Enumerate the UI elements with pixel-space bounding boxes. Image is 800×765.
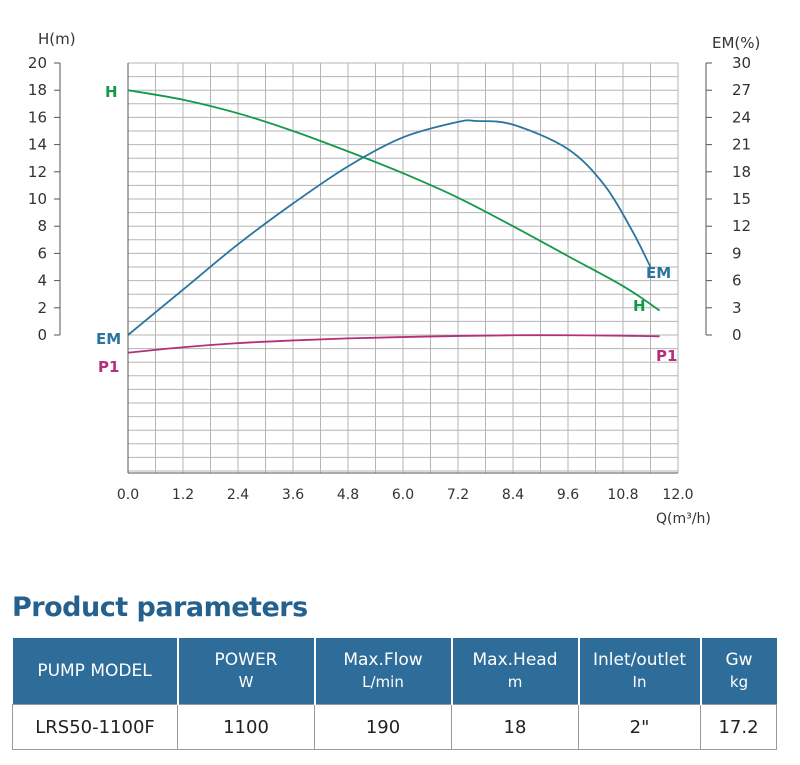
x-tick-label: 2.4 xyxy=(227,487,249,503)
x-tick-label: 1.2 xyxy=(172,487,194,503)
header-max-head: Max.Head m xyxy=(451,638,580,705)
y-right-tick-label: 9 xyxy=(732,244,742,262)
header-power: POWER W xyxy=(177,638,316,705)
p1-curve-label-right: P1 xyxy=(656,347,677,365)
cell-max-flow: 190 xyxy=(314,704,452,750)
h-curve-label-left: H xyxy=(105,83,118,101)
y-left-tick-label: 10 xyxy=(28,190,47,208)
y-right-tick-label: 12 xyxy=(732,217,751,235)
y-right-tick-label: 24 xyxy=(732,108,751,126)
cell-pump-model: LRS50-1100F xyxy=(12,704,178,750)
x-axis-title: Q(m³/h) xyxy=(656,511,711,527)
y-right-tick-label: 3 xyxy=(732,299,742,317)
chart-grid xyxy=(127,62,679,473)
cell-inlet-outlet: 2" xyxy=(578,704,701,750)
y-right-axis-title: EM(%) xyxy=(712,34,760,52)
x-tick-label: 12.0 xyxy=(662,487,693,503)
x-tick-label: 10.8 xyxy=(607,487,638,503)
y-left-tick-label: 14 xyxy=(28,136,47,154)
table-header-row: PUMP MODEL POWER W Max.Flow L/min Max.Head… xyxy=(12,638,777,705)
cell-max-head: 18 xyxy=(451,704,579,750)
y-right-tick-label: 15 xyxy=(732,190,751,208)
x-tick-label: 4.8 xyxy=(337,487,359,503)
y-right-tick-label: 0 xyxy=(732,326,742,344)
x-tick-label: 9.6 xyxy=(557,487,579,503)
cell-power: 1100 xyxy=(177,704,315,750)
series-line-p1 xyxy=(127,334,660,354)
product-parameters-title: Product parameters xyxy=(12,592,308,623)
cell-gw: 17.2 xyxy=(700,704,777,750)
y-left-tick-label: 0 xyxy=(37,326,47,344)
p1-curve-label-left: P1 xyxy=(98,358,119,376)
x-tick-label: 0.0 xyxy=(117,487,139,503)
header-pump-model: PUMP MODEL xyxy=(12,638,179,705)
y-left-tick-label: 4 xyxy=(37,272,47,290)
y-left-tick-label: 20 xyxy=(28,54,47,72)
table-row: LRS50-1100F 1100 190 18 2" 17.2 xyxy=(12,704,777,750)
em-curve-label-left: EM xyxy=(96,330,121,348)
x-tick-label: 7.2 xyxy=(447,487,469,503)
series-line-em xyxy=(127,119,652,336)
y-left-tick-label: 6 xyxy=(37,244,47,262)
y-right-tick-label: 21 xyxy=(732,136,751,154)
y-right-tick-label: 30 xyxy=(732,54,751,72)
chart-series xyxy=(127,89,661,354)
y-left-axis-title: H(m) xyxy=(38,30,76,48)
y-left-tick-label: 2 xyxy=(37,299,47,317)
y-left-tick-label: 8 xyxy=(37,217,47,235)
header-max-flow: Max.Flow L/min xyxy=(314,638,453,705)
header-gw: Gw kg xyxy=(725,650,753,692)
y-left-tick-label: 18 xyxy=(28,81,47,99)
y-right-tick-label: 18 xyxy=(732,163,751,181)
y-left-tick-label: 16 xyxy=(28,108,47,126)
em-curve-label-right: EM xyxy=(646,264,671,282)
y-right-tick-label: 6 xyxy=(732,272,742,290)
h-curve-label-right: H xyxy=(633,297,646,315)
x-tick-label: 6.0 xyxy=(392,487,414,503)
x-tick-label: 8.4 xyxy=(502,487,524,503)
y-left-tick-label: 12 xyxy=(28,163,47,181)
x-tick-label: 3.6 xyxy=(282,487,304,503)
series-line-h xyxy=(127,89,661,312)
header-inlet-outlet: Inlet/outlet In xyxy=(578,638,702,705)
product-parameters-table: PUMP MODEL POWER W Max.Flow L/min Max.Head… xyxy=(12,638,777,750)
y-right-tick-label: 27 xyxy=(732,81,751,99)
